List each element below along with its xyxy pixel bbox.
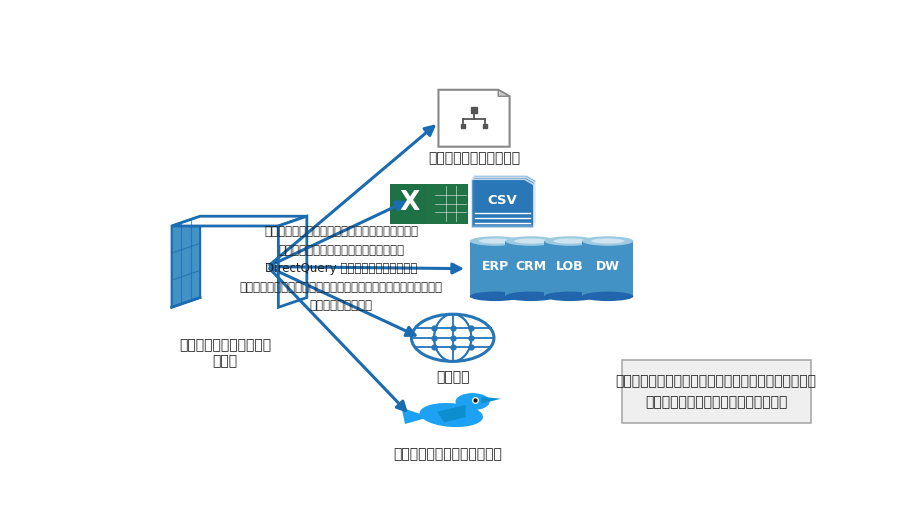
Polygon shape: [471, 179, 533, 228]
Text: ตารางที่กำหนดค่าสำหรับ
การนำเข้าและรองรับ
DirectQuery หรือการเก็บ
ข้อมูลเป็นคู่ร: ตารางที่กำหนดค่าสำหรับ การนำเข้าและรองรั…: [240, 225, 442, 312]
Polygon shape: [474, 175, 536, 224]
Text: LOB: LOB: [556, 260, 584, 273]
Polygon shape: [439, 90, 509, 147]
Ellipse shape: [544, 291, 596, 301]
Polygon shape: [472, 177, 535, 226]
Text: แบบจำลองแบบ
รวม: แบบจำลองแบบ รวม: [179, 338, 271, 368]
Polygon shape: [390, 184, 427, 224]
Polygon shape: [278, 216, 307, 307]
Text: เว็บ: เว็บ: [436, 370, 469, 384]
Polygon shape: [582, 241, 633, 296]
Polygon shape: [481, 397, 501, 403]
Ellipse shape: [544, 236, 596, 246]
Ellipse shape: [470, 291, 521, 301]
Ellipse shape: [478, 239, 512, 243]
Text: ERP: ERP: [482, 260, 509, 273]
Text: ต้องใช้เกตเวย์สำหรับแหล่
ข้อมูลภายในองค์กร: ต้องใช้เกตเวย์สำหรับแหล่ ข้อมูลภายในองค์…: [616, 374, 817, 409]
Ellipse shape: [582, 291, 633, 301]
Circle shape: [411, 314, 494, 361]
Ellipse shape: [505, 291, 556, 301]
FancyBboxPatch shape: [622, 360, 811, 423]
Ellipse shape: [470, 236, 521, 246]
Ellipse shape: [420, 403, 483, 427]
Polygon shape: [544, 241, 596, 296]
Polygon shape: [401, 408, 430, 424]
Polygon shape: [172, 216, 307, 226]
Text: X: X: [399, 190, 420, 216]
Polygon shape: [172, 216, 200, 307]
Ellipse shape: [591, 239, 624, 243]
Polygon shape: [470, 241, 521, 296]
Text: กระแสข้อมูล: กระแสข้อมูล: [428, 151, 521, 165]
Ellipse shape: [455, 393, 489, 410]
Text: CSV: CSV: [487, 194, 518, 207]
Polygon shape: [498, 90, 509, 96]
Ellipse shape: [582, 236, 633, 246]
Polygon shape: [427, 184, 468, 224]
Polygon shape: [505, 241, 556, 296]
Text: CRM: CRM: [515, 260, 546, 273]
Ellipse shape: [554, 239, 587, 243]
Ellipse shape: [505, 236, 556, 246]
Ellipse shape: [514, 239, 548, 243]
Polygon shape: [437, 405, 465, 422]
Text: DW: DW: [596, 260, 620, 273]
Text: โซเชียลมีเดีย: โซเชียลมีเดีย: [393, 448, 502, 461]
